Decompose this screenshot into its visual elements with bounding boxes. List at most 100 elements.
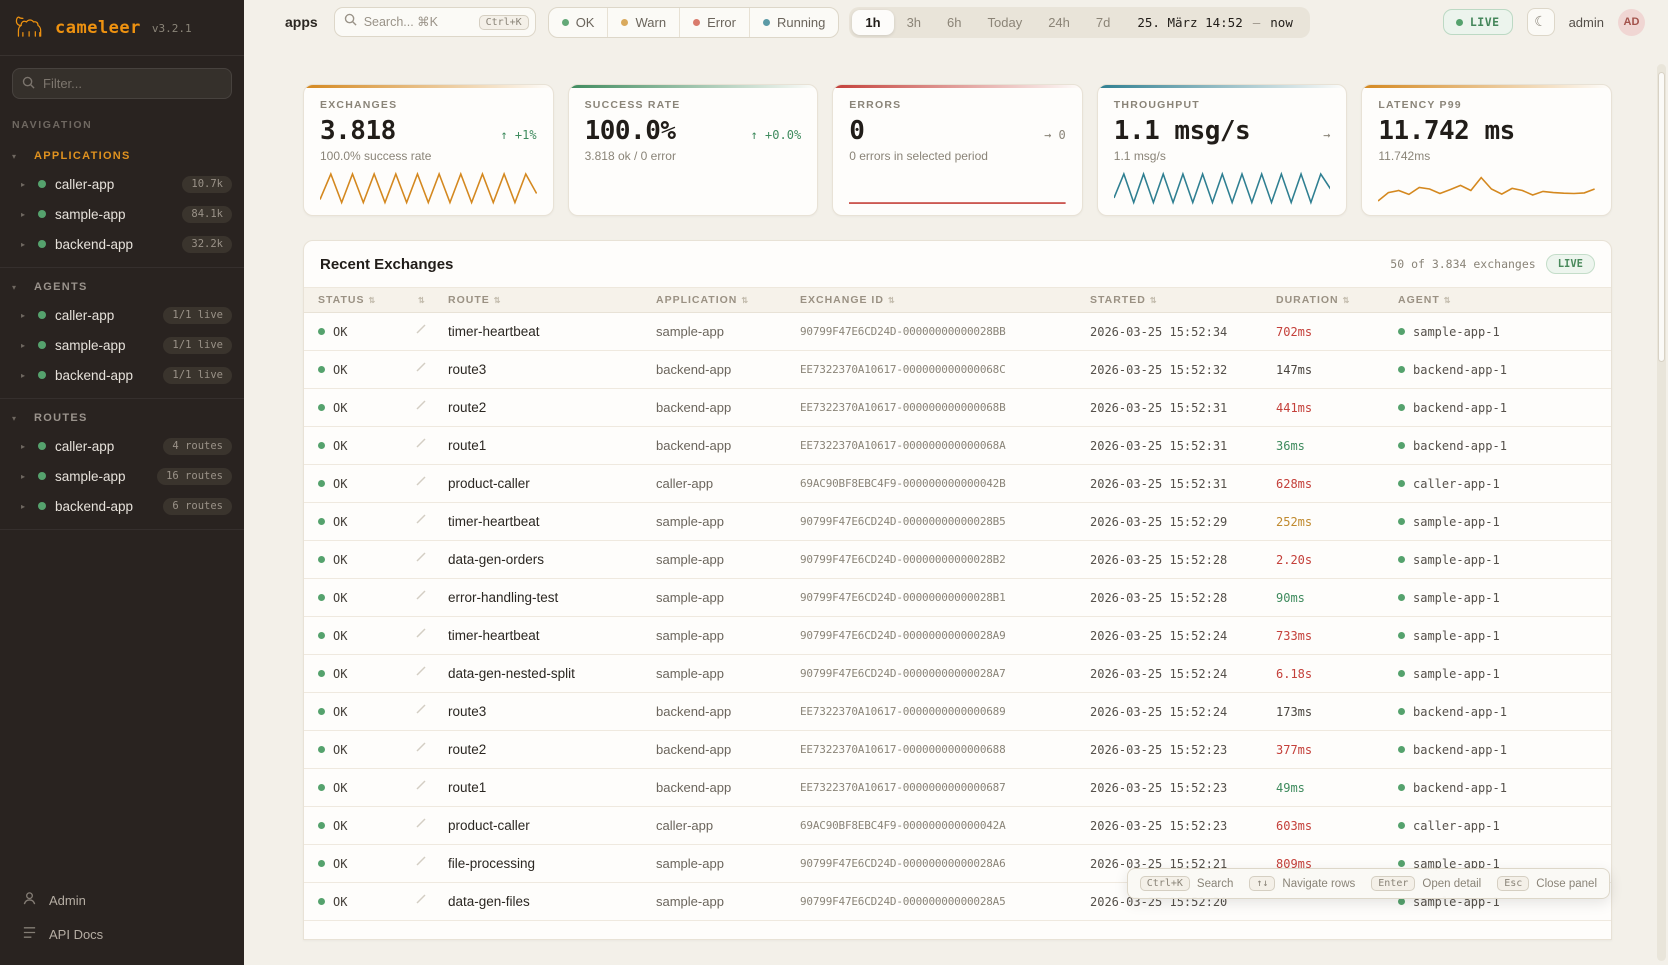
status-filter-ok[interactable]: OK (549, 7, 609, 37)
keyboard-shortcuts-bar: Ctrl+K Search ↑↓ Navigate rows Enter Open det… (1126, 868, 1610, 899)
global-search[interactable]: Ctrl+K (333, 7, 536, 37)
section-header-routes[interactable]: ▾ ROUTES (0, 405, 244, 431)
table-row[interactable]: OK route1 backend-app EE7322370A10617-00000… (304, 427, 1611, 465)
range-button-today[interactable]: Today (975, 10, 1036, 35)
agent-dot-icon (1398, 822, 1405, 829)
card-label: LATENCY P99 (1378, 99, 1462, 111)
sidebar-item-caller-app[interactable]: ▸ caller-app 1/1 live (0, 300, 244, 330)
sidebar-item-caller-app[interactable]: ▸ caller-app 10.7k (0, 169, 244, 199)
table-row[interactable]: OK timer-heartbeat sample-app 90799F47E6CD2… (304, 617, 1611, 655)
table-row[interactable]: OK product-caller caller-app 69AC90BF8EBC4F… (304, 465, 1611, 503)
sort-icon: ⇅ (1342, 295, 1351, 305)
column-header-status[interactable]: STATUS ⇅ (318, 294, 414, 306)
column-header-route[interactable]: ROUTE ⇅ (448, 294, 656, 306)
route-cell: route3 (448, 704, 487, 719)
table-row[interactable]: OK route2 backend-app EE7322370A10617-00000… (304, 389, 1611, 427)
live-toggle[interactable]: LIVE (1442, 9, 1513, 35)
table-row[interactable]: OK data-gen-nested-split sample-app 90799F4… (304, 655, 1611, 693)
content: EXCHANGES 3.818 ↑ +1% 100.0% success rate SU… (244, 44, 1668, 965)
sidebar-item-badge: 84.1k (182, 205, 232, 223)
status-filter-warn[interactable]: Warn (608, 7, 681, 37)
stat-card-success-rate[interactable]: SUCCESS RATE 100.0% ↑ +0.0% 3.818 ok / 0 er… (567, 84, 819, 216)
section-header-applications[interactable]: ▾ APPLICATIONS (0, 143, 244, 169)
agent-text: backend-app-1 (1413, 438, 1507, 453)
range-button-24h[interactable]: 24h (1035, 10, 1083, 35)
agent-text: backend-app-1 (1413, 362, 1507, 377)
status-dot-icon (38, 341, 46, 349)
sidebar-item-badge: 16 routes (157, 467, 232, 485)
range-button-6h[interactable]: 6h (934, 10, 974, 35)
agent-text: sample-app-1 (1413, 856, 1500, 871)
table-row[interactable]: OK route3 backend-app EE7322370A10617-00000… (304, 693, 1611, 731)
column-header-agent[interactable]: AGENT ⇅ (1398, 294, 1597, 306)
sparkline-chart (1378, 169, 1595, 207)
stat-card-latency-p99[interactable]: LATENCY P99 11.742 ms 11.742ms (1361, 84, 1612, 216)
status-cell: OK (318, 363, 414, 377)
column-header-exchange-id[interactable]: EXCHANGE ID ⇅ (800, 294, 1090, 306)
sidebar-item-backend-app[interactable]: ▸ backend-app 32.2k (0, 229, 244, 259)
trend-icon (414, 322, 448, 341)
table-live-badge[interactable]: LIVE (1545, 254, 1595, 274)
trend-icon (414, 512, 448, 531)
status-dot-icon (38, 180, 46, 188)
status-cell: OK (318, 515, 414, 529)
sidebar-item-backend-app[interactable]: ▸ backend-app 1/1 live (0, 360, 244, 390)
avatar[interactable]: AD (1618, 8, 1645, 36)
agent-dot-icon (1398, 632, 1405, 639)
brand[interactable]: cameleer v3.2.1 (0, 0, 244, 56)
duration-cell: 809ms (1276, 856, 1313, 871)
sidebar-item-backend-app[interactable]: ▸ backend-app 6 routes (0, 491, 244, 521)
stat-card-errors[interactable]: ERRORS 0 → 0 0 errors in selected period (832, 84, 1083, 216)
range-button-1h[interactable]: 1h (852, 9, 894, 35)
dark-mode-toggle[interactable]: ☾ (1526, 8, 1555, 36)
scrollbar[interactable] (1657, 64, 1666, 961)
agent-text: backend-app-1 (1413, 400, 1507, 415)
sidebar-item-badge: 1/1 live (163, 336, 232, 354)
stat-card-throughput[interactable]: THROUGHPUT 1.1 msg/s → 1.1 msg/s (1096, 84, 1348, 216)
table-row[interactable]: OK route3 backend-app EE7322370A10617-00000… (304, 351, 1611, 389)
range-button-3h[interactable]: 3h (894, 10, 934, 35)
exchange-id-cell: 90799F47E6CD24D-00000000000028B5 (800, 515, 1006, 528)
ok-dot-icon (318, 860, 325, 867)
agent-dot-icon (1398, 670, 1405, 677)
table-row[interactable]: OK error-handling-test sample-app 90799F47E… (304, 579, 1611, 617)
filter-input[interactable] (12, 68, 232, 99)
status-cell: OK (318, 857, 414, 871)
status-dot-icon (38, 502, 46, 510)
search-icon (22, 76, 35, 94)
section-header-agents[interactable]: ▾ AGENTS (0, 274, 244, 300)
column-header-started[interactable]: STARTED ⇅ (1090, 294, 1276, 306)
agent-text: sample-app-1 (1413, 514, 1500, 529)
table-row[interactable]: OK data-gen-orders sample-app 90799F47E6CD2… (304, 541, 1611, 579)
table-row[interactable]: OK route1 backend-app EE7322370A10617-00000… (304, 769, 1611, 807)
date-range[interactable]: 25. März 14:52 — now (1123, 15, 1306, 30)
table-row[interactable]: OK product-caller caller-app 69AC90BF8EBC4F… (304, 807, 1611, 845)
column-header-trend[interactable]: ⇅ (414, 296, 448, 305)
column-header-duration[interactable]: DURATION ⇅ (1276, 294, 1398, 306)
sidebar-item-caller-app[interactable]: ▸ caller-app 4 routes (0, 431, 244, 461)
status-filter-running[interactable]: Running (750, 8, 838, 37)
route-cell: file-processing (448, 856, 536, 871)
scrollbar-thumb[interactable] (1658, 72, 1665, 362)
range-button-7d[interactable]: 7d (1083, 10, 1123, 35)
status-cell: OK (318, 591, 414, 605)
search-input[interactable] (363, 15, 472, 29)
sidebar-item-sample-app[interactable]: ▸ sample-app 16 routes (0, 461, 244, 491)
status-filter-error[interactable]: Error (680, 7, 750, 37)
sidebar-item-admin[interactable]: Admin (0, 883, 244, 917)
table-column-headers: STATUS ⇅ ⇅ ROUTE ⇅ APPLICATION ⇅ EXCHANGE ID ⇅ ST… (304, 287, 1611, 313)
agent-cell: sample-app-1 (1398, 667, 1597, 681)
agent-cell: backend-app-1 (1398, 781, 1597, 795)
agent-dot-icon (1398, 746, 1405, 753)
sidebar-item-sample-app[interactable]: ▸ sample-app 84.1k (0, 199, 244, 229)
table-row[interactable]: OK timer-heartbeat sample-app 90799F47E6CD2… (304, 503, 1611, 541)
table-row[interactable]: OK timer-heartbeat sample-app 90799F47E6CD2… (304, 313, 1611, 351)
status-dot-icon (38, 240, 46, 248)
column-header-application[interactable]: APPLICATION ⇅ (656, 294, 800, 306)
stat-card-exchanges[interactable]: EXCHANGES 3.818 ↑ +1% 100.0% success rate (303, 84, 554, 216)
table-row[interactable]: OK route2 backend-app EE7322370A10617-00000… (304, 731, 1611, 769)
card-accent-bar (304, 85, 553, 88)
sidebar-item-api-docs[interactable]: API Docs (0, 917, 244, 951)
table-row[interactable]: OK file-processing sample-app 90799F47E6CD2… (304, 845, 1611, 883)
sidebar-item-sample-app[interactable]: ▸ sample-app 1/1 live (0, 330, 244, 360)
